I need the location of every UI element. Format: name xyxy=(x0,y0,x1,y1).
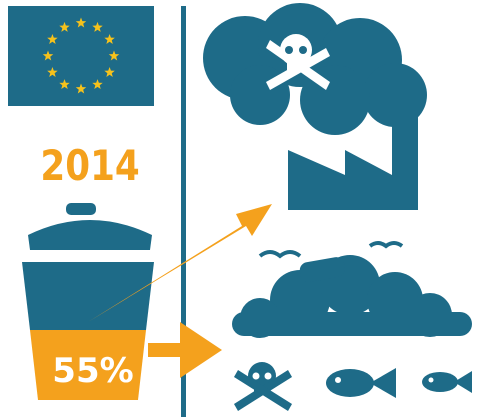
landfill xyxy=(232,243,472,338)
waste-share: 55% xyxy=(52,351,133,391)
bottom-icons xyxy=(234,362,472,411)
year: 2014 xyxy=(40,142,139,190)
factory-cloud xyxy=(203,3,427,210)
page: {"year": "2014", "waste_share": "55%"} 2… xyxy=(0,0,479,417)
infographic: 2014 55% xyxy=(0,0,479,417)
